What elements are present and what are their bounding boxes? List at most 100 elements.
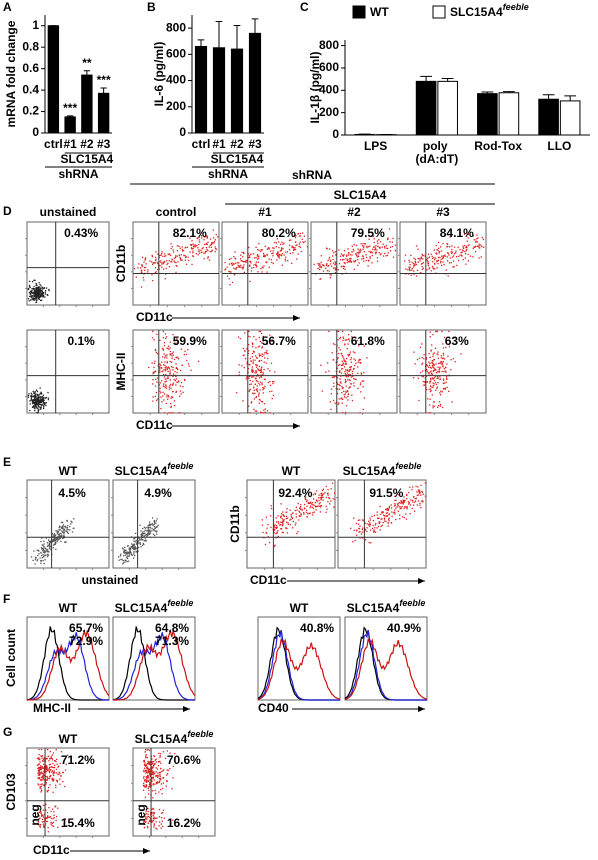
dot	[448, 345, 451, 348]
dot	[36, 401, 39, 403]
dot	[45, 767, 47, 769]
dot	[466, 246, 468, 249]
dot	[440, 260, 442, 262]
dot	[245, 260, 247, 262]
dot	[248, 350, 250, 352]
dot	[29, 400, 31, 402]
dot	[153, 526, 156, 528]
dot	[203, 252, 205, 254]
dot	[42, 760, 44, 762]
dot	[257, 256, 259, 258]
dot	[444, 255, 446, 258]
dot	[435, 330, 437, 333]
dot	[41, 286, 44, 289]
dot	[428, 267, 431, 269]
dot	[246, 361, 248, 363]
dot	[52, 766, 55, 769]
dot	[130, 553, 133, 555]
dot	[52, 538, 54, 541]
dot	[169, 353, 171, 355]
dot	[162, 770, 164, 772]
dot	[200, 249, 202, 251]
dot	[45, 783, 47, 785]
dot	[145, 784, 147, 786]
dot	[160, 396, 162, 398]
dot	[446, 363, 448, 365]
dot	[264, 385, 266, 388]
dot	[49, 541, 52, 543]
dot	[271, 381, 274, 383]
dot	[38, 772, 41, 774]
dot	[135, 551, 137, 553]
dot	[397, 502, 399, 505]
dot	[65, 541, 67, 543]
dot	[39, 400, 41, 402]
dot	[280, 503, 282, 505]
dot	[249, 280, 251, 283]
dot	[31, 289, 33, 292]
dot	[53, 543, 55, 546]
dot	[36, 407, 38, 409]
dot	[277, 515, 279, 517]
dot	[385, 255, 387, 257]
dot	[37, 412, 40, 414]
dot	[282, 531, 284, 534]
dot	[30, 292, 32, 295]
dot	[345, 397, 347, 399]
dot	[345, 258, 347, 260]
dot	[155, 271, 157, 273]
dot	[37, 288, 39, 290]
dot	[162, 782, 164, 784]
dot	[127, 560, 130, 562]
dot	[442, 378, 445, 380]
dot	[351, 370, 354, 373]
dot	[275, 521, 278, 523]
dot	[283, 242, 285, 244]
dot	[30, 399, 32, 402]
dot	[144, 779, 146, 781]
dot	[303, 235, 306, 237]
dot	[328, 370, 330, 372]
dot	[321, 489, 324, 492]
dot	[38, 401, 40, 404]
dot	[350, 383, 353, 385]
dot	[154, 385, 157, 387]
group-label: SLC15A4	[211, 152, 264, 166]
dot	[173, 260, 175, 262]
dot	[37, 410, 39, 412]
dot	[344, 372, 347, 375]
plot-frame	[337, 479, 427, 569]
dot	[156, 333, 158, 335]
dot	[262, 389, 264, 391]
dot	[34, 292, 36, 294]
dot	[207, 256, 209, 258]
dot	[143, 279, 145, 281]
dot	[145, 776, 148, 778]
dot	[327, 494, 329, 496]
plot-frame	[310, 221, 398, 306]
dot	[327, 488, 329, 491]
dot	[432, 378, 435, 380]
dot	[39, 387, 41, 389]
dot	[50, 817, 52, 819]
dot	[149, 523, 152, 526]
dot	[371, 251, 373, 254]
dot	[166, 750, 168, 752]
dot	[242, 260, 244, 263]
dot	[40, 815, 43, 817]
dot	[178, 381, 180, 383]
dot	[179, 395, 181, 398]
dot	[344, 370, 346, 373]
dot	[481, 236, 484, 239]
dot	[247, 253, 250, 255]
dot	[35, 401, 37, 403]
dot	[55, 786, 57, 789]
dot	[155, 531, 158, 533]
dot	[42, 551, 45, 553]
dot	[42, 294, 45, 297]
dot	[374, 251, 377, 254]
dot	[37, 768, 39, 770]
dot	[155, 350, 157, 352]
dot	[442, 366, 444, 368]
dot	[358, 531, 360, 533]
